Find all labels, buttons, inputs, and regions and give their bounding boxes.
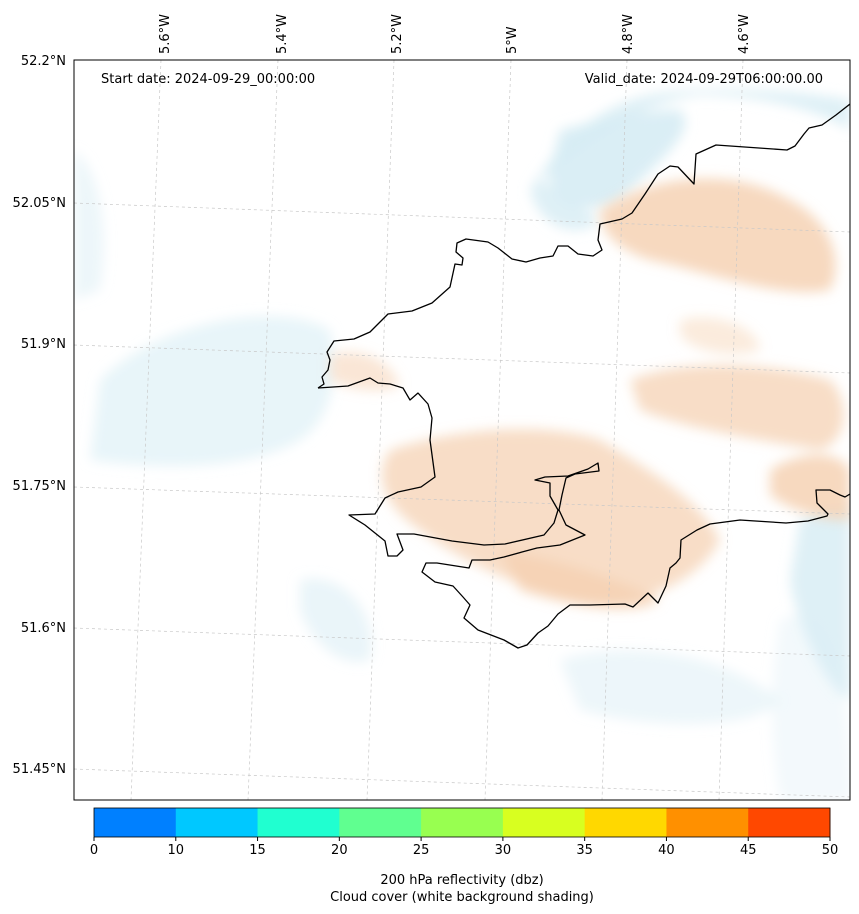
map-layers [74,60,850,800]
colorbar-segment [584,808,667,837]
colorbar-segment [175,808,259,837]
lon-label: 5.4°W [275,14,290,54]
cool-patch-north-inner [549,110,686,209]
colorbar-tick-label: 30 [495,843,512,858]
colorbar-label-line2: Cloud cover (white background shading) [330,890,594,905]
warm-patch-south-strip [500,550,660,609]
colorbar-segment [94,808,177,837]
coastline [317,103,850,649]
colorbar-tick-label: 20 [331,843,348,858]
warm-patch-central [381,429,720,602]
colorbar-segment [666,808,749,837]
map-frame [73,59,851,801]
colorbar-segment [421,808,504,837]
lat-label: 51.9°N [21,337,66,352]
coastline-milford-west [317,377,850,649]
colorbar-tick-label: 50 [822,843,839,858]
colorbar-frame [93,807,831,838]
cool-patch-left-edge [74,150,104,300]
colorbar-segment [502,808,586,837]
lon-labels: 5.6°W 5.4°W 5.2°W 5°W 4.8°W 4.6°W [158,14,752,54]
lat-label: 52.2°N [21,54,66,69]
lon-label: 5°W [505,26,520,54]
colorbar-tick-label: 0 [90,843,98,858]
lon-label: 5.2°W [390,14,405,54]
lon-label: 4.6°W [737,14,752,54]
cool-patch-southeast-bottom [772,615,850,800]
lon-label: 5.6°W [158,14,173,54]
lat-label: 52.05°N [13,196,66,211]
warm-patch-east-lower [770,455,850,520]
coastline-main [317,103,850,389]
colorbar-tick-label: 45 [740,843,757,858]
valid-date-label: Valid_date: 2024-09-29T06:00:00.00 [585,72,823,87]
cool-shading [74,89,850,800]
start-date-label: Start date: 2024-09-29_00:00:00 [101,72,315,87]
colorbar-tick-label: 15 [249,843,266,858]
lat-label: 51.6°N [21,621,66,636]
lat-label: 51.75°N [13,479,66,494]
colorbar-segment [257,808,340,837]
lat-label: 51.45°N [13,762,66,777]
colorbar-tick-label: 35 [576,843,593,858]
warm-shading [330,178,850,609]
cool-patch-south [300,578,372,662]
colorbar-tick-label: 40 [658,843,675,858]
colorbar-label-line1: 200 hPa reflectivity (dbz) [380,873,543,888]
colorbar: 0 10 15 20 25 30 35 40 45 50 [90,807,839,858]
warm-patch-east-mid [630,365,844,450]
lon-label: 4.8°W [621,14,636,54]
warm-patch-west [330,351,400,391]
colorbar-tick-label: 25 [413,843,430,858]
warm-patch-northeast [600,178,836,293]
lat-labels: 52.2°N 52.05°N 51.9°N 51.75°N 51.6°N 51.… [13,54,66,777]
cool-patch-west [90,316,334,466]
cool-patch-south-east [560,650,780,724]
colorbar-segment [748,808,831,837]
cool-patch-southeast [790,505,850,700]
warm-patch-east-small [680,317,760,355]
colorbar-segment [339,808,422,837]
colorbar-tick-label: 10 [168,843,185,858]
